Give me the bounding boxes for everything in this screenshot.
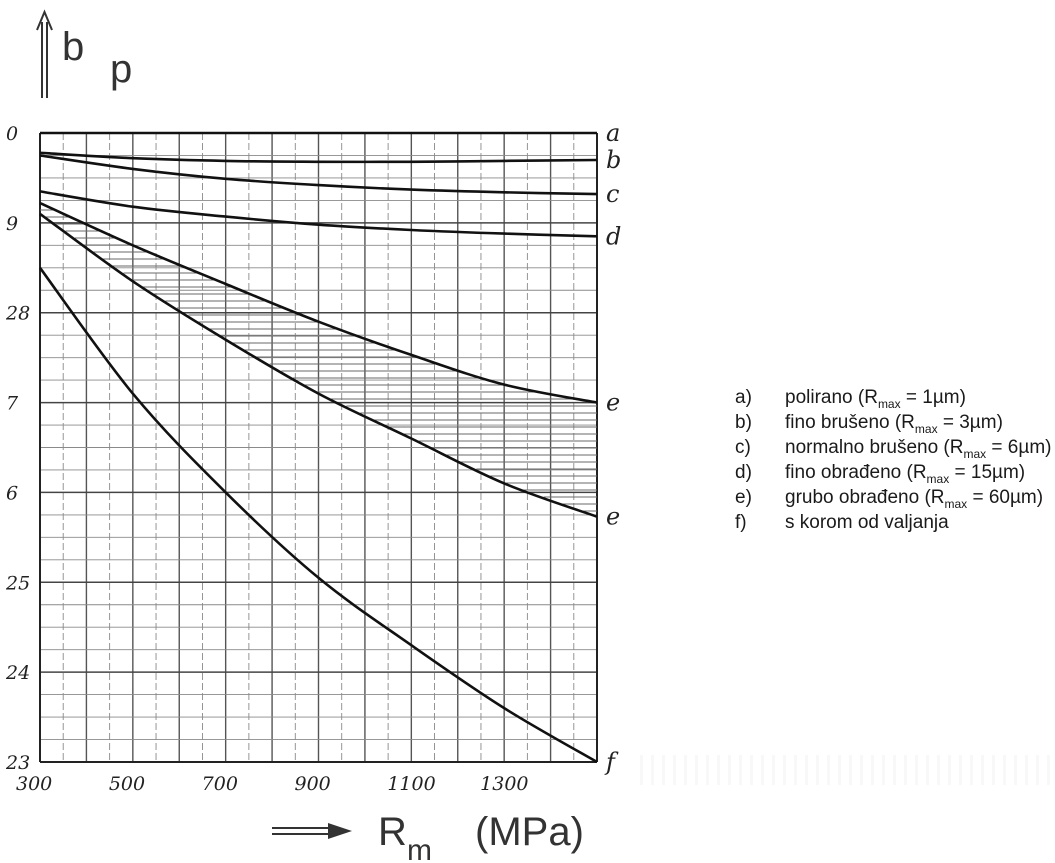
- curve-c: [39, 154, 598, 196]
- x-tick-label: 1300: [480, 773, 528, 795]
- legend-text-main: polirano (R: [785, 387, 878, 408]
- legend-text-main: normalno brušeno (R: [785, 437, 964, 458]
- curve-label-a: a: [606, 119, 620, 147]
- y-tick-label: 9: [6, 213, 18, 235]
- x-tick-label: 1100: [387, 773, 435, 795]
- legend-item: b) fino brušeno (Rmax = 3µm): [735, 410, 1055, 436]
- x-tick-label: 300: [16, 773, 52, 795]
- curve-label-d: d: [606, 222, 621, 250]
- curve-f: [38, 267, 598, 764]
- legend-text-tail: = 1µm): [900, 387, 966, 408]
- curve-label-f: f: [604, 748, 619, 776]
- legend-item: c) normalno brušeno (Rmax = 6µm): [735, 435, 1055, 461]
- x-tick-label: 700: [202, 773, 238, 795]
- curve-e: [39, 201, 598, 404]
- legend-item: d) fino obrađeno (Rmax = 15µm): [735, 460, 1055, 486]
- tick-labels: 300 500 700 900 1100 1300 23 24 25 6 7 28 9 0: [5, 123, 529, 795]
- curve-label-e: e: [606, 389, 620, 417]
- legend: a) polirano (Rmax = 1µm) b) fino brušeno (R…: [735, 385, 1055, 535]
- y-tick-label: 28: [5, 303, 30, 325]
- legend-text: s korom od valjanja: [785, 510, 949, 535]
- curve-label-e-lower: e: [606, 503, 620, 531]
- x-axis-label-subscript: m: [407, 834, 432, 863]
- legend-key: e): [735, 487, 752, 508]
- legend-key: c): [735, 437, 751, 458]
- legend-text: fino obrađeno (Rmax = 15µm): [785, 460, 1026, 486]
- y-axis-label-p: p: [110, 47, 132, 91]
- curve-b: [39, 151, 598, 164]
- curve-label-b: b: [606, 146, 621, 174]
- curve-label-c: c: [606, 180, 619, 208]
- x-axis-title: R m (MPa): [272, 810, 584, 863]
- legend-key: a): [735, 387, 752, 408]
- y-tick-label: 23: [5, 752, 30, 774]
- legend-text: fino brušeno (Rmax = 3µm): [785, 410, 1003, 436]
- legend-text-subscript: max: [944, 496, 968, 511]
- x-axis-arrow-head: [328, 823, 352, 839]
- curve-e-lower: [39, 212, 598, 518]
- legend-item: e) grubo obrađeno (Rmax = 60µm): [735, 485, 1055, 511]
- legend-text-subscript: max: [914, 421, 938, 436]
- legend-text-subscript: max: [926, 471, 950, 486]
- legend-text: grubo obrađeno (Rmax = 60µm): [785, 485, 1044, 511]
- legend-text-tail: = 3µm): [937, 412, 1003, 433]
- chart-curves: [38, 131, 598, 764]
- x-tick-label: 500: [109, 773, 145, 795]
- legend-text: polirano (Rmax = 1µm): [785, 385, 966, 411]
- y-tick-label: 7: [6, 393, 19, 415]
- legend-text-tail: = 6µm): [986, 437, 1052, 458]
- y-tick-label: 6: [6, 482, 18, 504]
- y-tick-label: 24: [5, 662, 30, 684]
- legend-text-subscript: max: [963, 446, 987, 461]
- shaded-band-e: [40, 209, 597, 512]
- curve-d: [39, 190, 598, 238]
- legend-item: a) polirano (Rmax = 1µm): [735, 385, 1055, 411]
- legend-text-tail: = 15µm): [949, 462, 1026, 483]
- y-tick-label: 25: [5, 572, 30, 594]
- legend-key: d): [735, 462, 752, 483]
- y-axis-arrow-head: [36, 9, 53, 31]
- x-axis-unit: (MPa): [475, 810, 584, 854]
- y-tick-label: 0: [6, 123, 18, 145]
- legend-item: f) s korom od valjanja: [735, 510, 1055, 535]
- y-axis-label-b: b: [62, 25, 84, 69]
- x-axis-label-r: R: [378, 810, 407, 854]
- legend-key: b): [735, 412, 752, 433]
- legend-text-subscript: max: [877, 396, 901, 411]
- legend-text: normalno brušeno (Rmax = 6µm): [785, 435, 1052, 461]
- y-axis-title: b p: [36, 9, 132, 98]
- legend-text-main: grubo obrađeno (R: [785, 487, 945, 508]
- legend-text-main: fino obrađeno (R: [785, 462, 927, 483]
- legend-text-tail: = 60µm): [967, 487, 1044, 508]
- legend-text-main: s korom od valjanja: [785, 512, 949, 533]
- legend-text-main: fino brušeno (R: [785, 412, 915, 433]
- scan-noise: [640, 755, 1055, 785]
- x-tick-label: 900: [295, 773, 331, 795]
- legend-key: f): [735, 512, 747, 533]
